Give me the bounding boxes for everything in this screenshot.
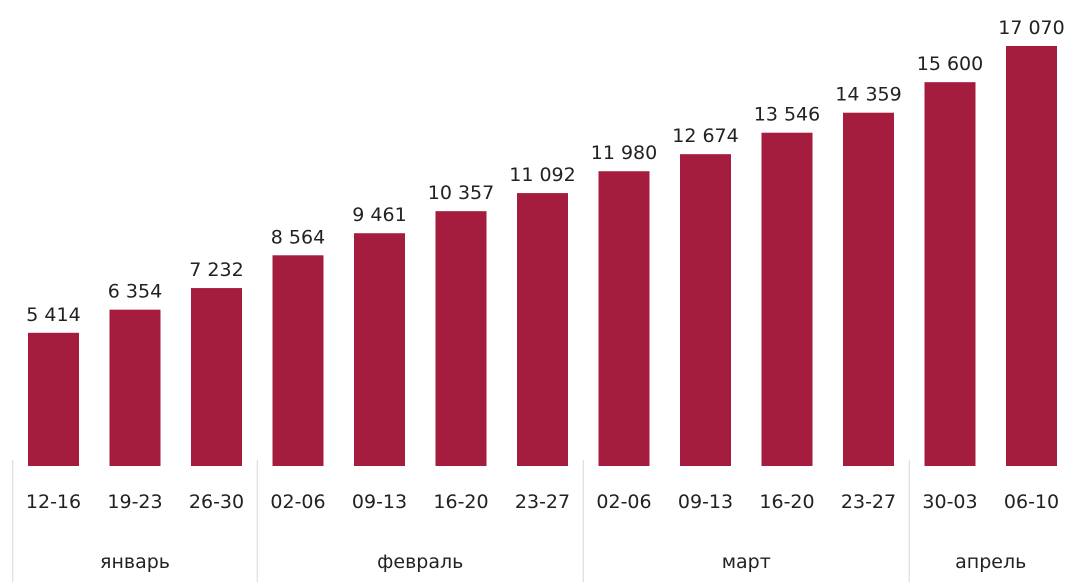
data-label: 17 070 bbox=[998, 17, 1064, 39]
bar-23-27 bbox=[843, 112, 894, 466]
data-label: 7 232 bbox=[189, 259, 243, 281]
x-tick-label: 30-03 bbox=[922, 491, 977, 513]
category-axis: 12-16 19-23 26-30 02-06 09-13 16-20 23-27 02-06… bbox=[12, 460, 1059, 582]
bar-30-03 bbox=[924, 82, 976, 467]
month-group-label: январь bbox=[100, 551, 170, 573]
data-label: 5 414 bbox=[26, 304, 80, 326]
x-tick-label: 02-06 bbox=[596, 491, 651, 513]
x-tick-label: 09-13 bbox=[678, 491, 733, 513]
bar-26-30 bbox=[191, 288, 242, 466]
data-label: 9 461 bbox=[352, 204, 406, 226]
x-tick-label: 06-10 bbox=[1004, 491, 1059, 513]
data-label: 11 980 bbox=[591, 142, 657, 164]
x-tick-label: 16-20 bbox=[759, 491, 814, 513]
bar-09-13 bbox=[680, 154, 731, 466]
x-tick-label: 23-27 bbox=[841, 491, 896, 513]
bar-09-13 bbox=[354, 233, 405, 466]
bar-23-27 bbox=[517, 193, 568, 466]
x-tick-label: 09-13 bbox=[352, 491, 407, 513]
x-tick-label: 19-23 bbox=[107, 491, 162, 513]
data-label: 10 357 bbox=[428, 182, 494, 204]
bar-02-06 bbox=[598, 171, 650, 467]
month-group-label: апрель bbox=[955, 551, 1026, 573]
value-labels-layer: 5 414 6 354 7 232 8 564 9 461 10 357 11 092 11 … bbox=[26, 17, 1064, 326]
data-label: 6 354 bbox=[108, 281, 162, 303]
x-tick-label: 12-16 bbox=[26, 491, 81, 513]
month-group-label: март bbox=[722, 551, 771, 573]
data-label: 11 092 bbox=[509, 164, 575, 186]
bar-06-10 bbox=[1006, 46, 1057, 466]
x-tick-label: 02-06 bbox=[270, 491, 325, 513]
bar-19-23 bbox=[109, 309, 161, 466]
month-group-label: февраль bbox=[377, 551, 463, 573]
bar-16-20 bbox=[435, 211, 487, 466]
data-label: 15 600 bbox=[917, 53, 983, 75]
x-tick-label: 16-20 bbox=[433, 491, 488, 513]
x-tick-label: 26-30 bbox=[189, 491, 244, 513]
bar-12-16 bbox=[28, 332, 79, 466]
data-label: 8 564 bbox=[271, 226, 325, 248]
bars-layer bbox=[28, 46, 1057, 467]
data-label: 12 674 bbox=[672, 125, 738, 147]
data-label: 14 359 bbox=[835, 84, 901, 106]
x-tick-label: 23-27 bbox=[515, 491, 570, 513]
data-label: 13 546 bbox=[754, 104, 820, 126]
bar-02-06 bbox=[272, 255, 324, 466]
bar-16-20 bbox=[761, 132, 813, 467]
